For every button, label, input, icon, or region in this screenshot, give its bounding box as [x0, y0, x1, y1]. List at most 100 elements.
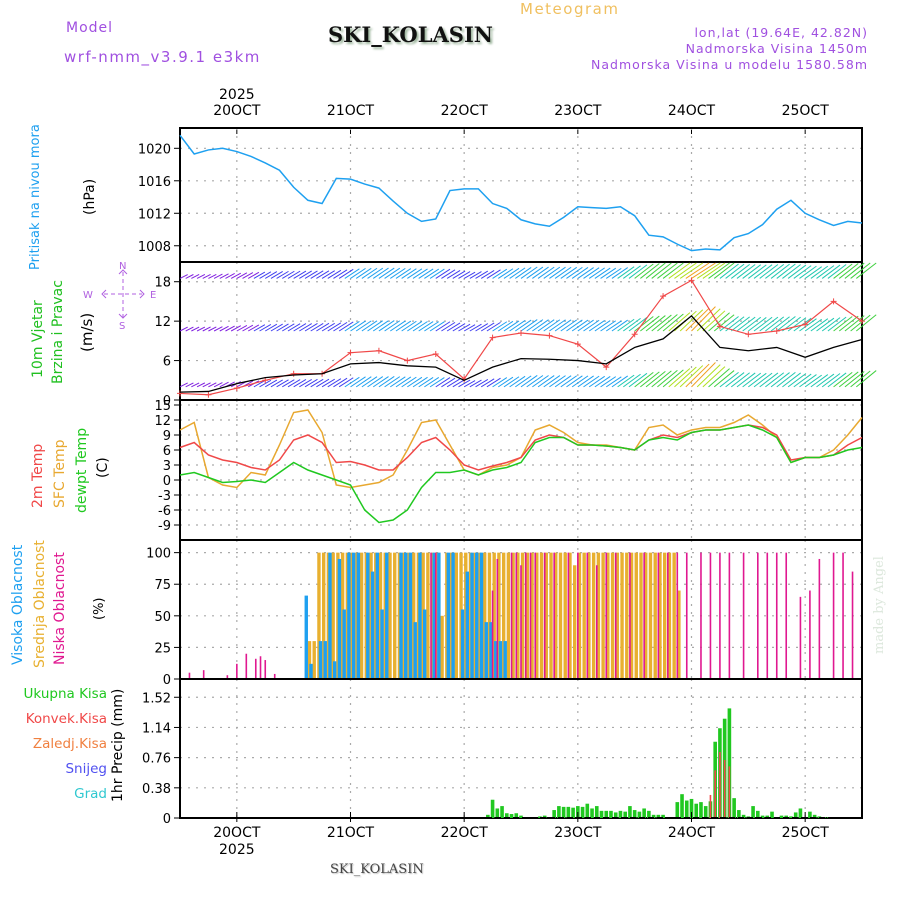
wind-arrow [691, 362, 716, 388]
wind-arrow [782, 264, 801, 279]
precip-total-bar [599, 810, 604, 818]
ytick-label: 6 [163, 444, 171, 459]
wind-arrow [753, 372, 773, 388]
cloud-high-bar [484, 622, 488, 679]
wind-arrow [282, 379, 295, 388]
gust-marker [432, 351, 439, 357]
cloud-high-bar [489, 622, 493, 679]
wind-arrow [696, 364, 721, 388]
wind-arrow [401, 320, 417, 332]
cloud-high-bar [494, 641, 498, 679]
wind-arrow [361, 320, 378, 332]
ytick-label: 18 [154, 276, 171, 291]
wind-arrow [571, 267, 589, 279]
wind-arrow [355, 376, 372, 388]
cloud-mid-bar [658, 552, 662, 679]
top-xtick-label: 20OCT [213, 103, 261, 119]
wind-arrow [844, 262, 865, 279]
wind-arrow [486, 377, 501, 388]
wind-arrow [225, 325, 235, 332]
wind-arrow [293, 323, 307, 332]
cloud-high-bar [475, 552, 479, 679]
wind-arrow [628, 264, 648, 279]
cloud-low-bar [676, 552, 679, 679]
wind-arrow [344, 268, 360, 279]
cloud-high-bar [304, 595, 308, 679]
wind-arrow [821, 373, 841, 388]
gust-marker [489, 334, 496, 341]
wind-arrow [253, 271, 266, 279]
wind-arrow [316, 322, 330, 332]
wind-arrow [685, 363, 710, 388]
ytick-label: 1008 [138, 240, 171, 255]
wind-arrow [515, 319, 532, 332]
wind-arrow [645, 315, 666, 332]
wind-arrow [424, 377, 440, 388]
precip-total-bar [486, 814, 490, 818]
cloud-high-bar [318, 641, 323, 679]
wind-arrow [600, 376, 617, 388]
wind-arrow [219, 381, 229, 388]
wind-arrow [844, 315, 865, 332]
cloud-low-bar [577, 552, 579, 679]
cloud-mid-bar [667, 552, 672, 679]
wind-arrow [736, 372, 756, 388]
wind-arrow [833, 371, 853, 388]
wind-arrow [543, 266, 561, 279]
wind-arrow [537, 319, 555, 332]
wind-arrow [270, 323, 283, 332]
wind-arrow [259, 271, 272, 279]
cloud-low-bar [226, 675, 229, 679]
wind-arrow [668, 368, 691, 388]
wind-arrow [594, 320, 611, 332]
legend-snow: Snijeg [65, 761, 107, 777]
wind-arrow [378, 267, 395, 279]
ytick-label: 15 [154, 399, 171, 414]
precip-convective-bar [714, 770, 716, 818]
cloud-mid-bar [634, 552, 638, 679]
ytick-label: 0 [163, 673, 171, 688]
cloud-mid-bar [321, 552, 326, 679]
wind-arrow [685, 307, 710, 332]
wind-arrow [384, 320, 401, 332]
cloud-mid-bar [359, 552, 364, 679]
precip-total-bar [580, 806, 585, 818]
cloud-low-bar [643, 552, 645, 679]
gust-marker [205, 391, 212, 398]
wind-arrow [213, 273, 223, 279]
wind-arrow [418, 376, 434, 388]
wind-arrow [333, 321, 348, 332]
watermark-text: made by Angel [872, 556, 887, 654]
wind-arrow [674, 262, 697, 279]
wind-arrow [855, 314, 877, 332]
wind-arrow [759, 316, 779, 332]
cloud-mid-bar [539, 552, 544, 679]
wind-arrow [395, 320, 412, 332]
compass-e: E [150, 290, 156, 301]
precip-total-bar [703, 806, 708, 818]
wind-arrow [270, 271, 283, 279]
wind-arrow [458, 323, 471, 332]
wind-arrow [361, 376, 378, 388]
wind-arrow [611, 267, 629, 279]
wind-arrow [827, 316, 847, 332]
cloud-mid-bar [501, 552, 506, 679]
gust-marker [802, 321, 809, 328]
wind-arrow [742, 372, 762, 388]
ytick-label: 50 [154, 610, 171, 625]
wind-arrow [304, 378, 318, 388]
wind-arrow [748, 317, 767, 332]
wind-arrow [412, 321, 428, 332]
wind-arrow [310, 270, 324, 279]
wind-arrow [770, 372, 790, 388]
wind-arrow [560, 319, 578, 332]
precip-total-bar [751, 806, 755, 818]
wind-arrow [787, 317, 807, 332]
wind-arrow [208, 382, 217, 388]
ytick-label: 75 [154, 578, 171, 593]
wind-arrow [708, 312, 730, 332]
wind-arrow [475, 379, 489, 388]
cloud-high-bar [418, 552, 422, 679]
wind-arrow [600, 320, 617, 332]
